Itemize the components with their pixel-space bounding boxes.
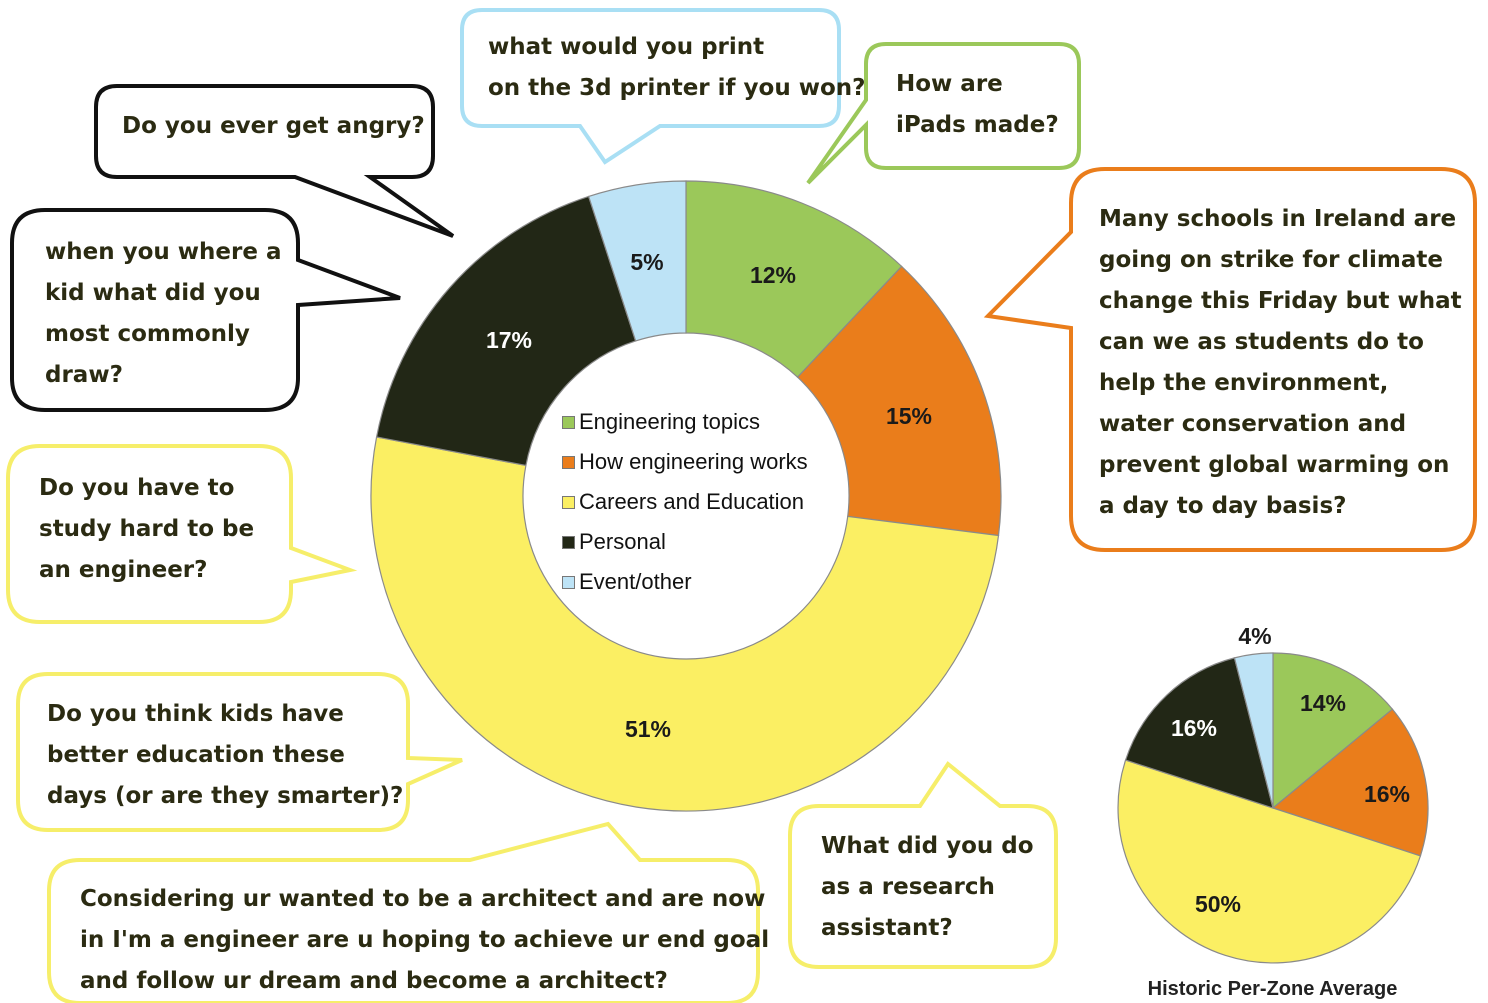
bubble-draw <box>10 208 401 412</box>
legend-swatch <box>562 415 575 429</box>
donut-legend: Engineering topics How engineering works… <box>562 402 808 602</box>
legend-swatch <box>562 575 575 589</box>
legend-item: How engineering works <box>562 442 808 482</box>
legend-item: Event/other <box>562 562 808 602</box>
question-kids: Do you think kids have better education … <box>47 701 404 809</box>
legend-label: Careers and Education <box>579 489 805 514</box>
slice-careers-and-education <box>370 436 1000 812</box>
slice-how-engineering-works <box>796 265 1002 537</box>
slice-engineering-topics <box>685 180 903 379</box>
data-label: 51% <box>625 716 671 742</box>
question-research: What did you do as a research assistant? <box>821 833 1034 941</box>
data-label: 5% <box>630 249 663 275</box>
bubble-angry <box>94 84 455 238</box>
slice-engineering-topics <box>1272 652 1394 810</box>
data-label: 14% <box>1300 690 1346 716</box>
legend-label: Engineering topics <box>579 409 761 434</box>
question-study: Do you have to study hard to be an engin… <box>39 475 255 583</box>
legend-item: Personal <box>562 522 808 562</box>
bubble-study <box>6 444 358 624</box>
legend-item: Careers and Education <box>562 482 808 522</box>
legend-swatch <box>562 535 575 549</box>
data-label: 15% <box>886 403 932 429</box>
slice-how-engineering-works <box>1271 708 1429 857</box>
data-label: 16% <box>1364 781 1410 807</box>
question-strike: Many schools in Ireland are going on str… <box>1099 206 1462 519</box>
pie-chart: 14% 16% 50% 16% 4% <box>1117 623 1429 963</box>
bubble-kids <box>16 672 463 832</box>
bubble-printer <box>460 8 841 165</box>
legend-item: Engineering topics <box>562 402 808 442</box>
bubble-ipads <box>806 42 1081 185</box>
question-ipads: How are iPads made? <box>896 71 1059 138</box>
legend-swatch <box>562 495 575 509</box>
slice-event-other <box>587 180 687 342</box>
slice-careers-and-education <box>1117 759 1422 963</box>
question-angry: Do you ever get angry? <box>122 113 425 139</box>
slice-event-other <box>1233 652 1274 809</box>
data-label: 17% <box>486 327 532 353</box>
donut-chart: 12% 15% 51% 17% 5% <box>370 180 1002 812</box>
slice-personal <box>1124 657 1274 809</box>
legend-swatch <box>562 455 575 469</box>
data-label: 16% <box>1171 715 1217 741</box>
bubble-research <box>788 761 1058 969</box>
slice-personal <box>375 195 637 467</box>
data-label: 4% <box>1238 623 1271 649</box>
legend-label: Event/other <box>579 569 692 594</box>
pie-title: Historic Per-Zone Average <box>1147 978 1398 1000</box>
bubble-strike <box>983 167 1477 552</box>
question-architect: Considering ur wanted to be a architect … <box>80 886 770 994</box>
question-draw: when you where a kid what did you most c… <box>45 239 282 388</box>
legend-label: Personal <box>579 529 666 554</box>
question-printer: what would you print on the 3d printer i… <box>488 34 866 101</box>
data-label: 12% <box>750 262 796 288</box>
legend-label: How engineering works <box>579 449 808 474</box>
data-label: 50% <box>1195 891 1241 917</box>
